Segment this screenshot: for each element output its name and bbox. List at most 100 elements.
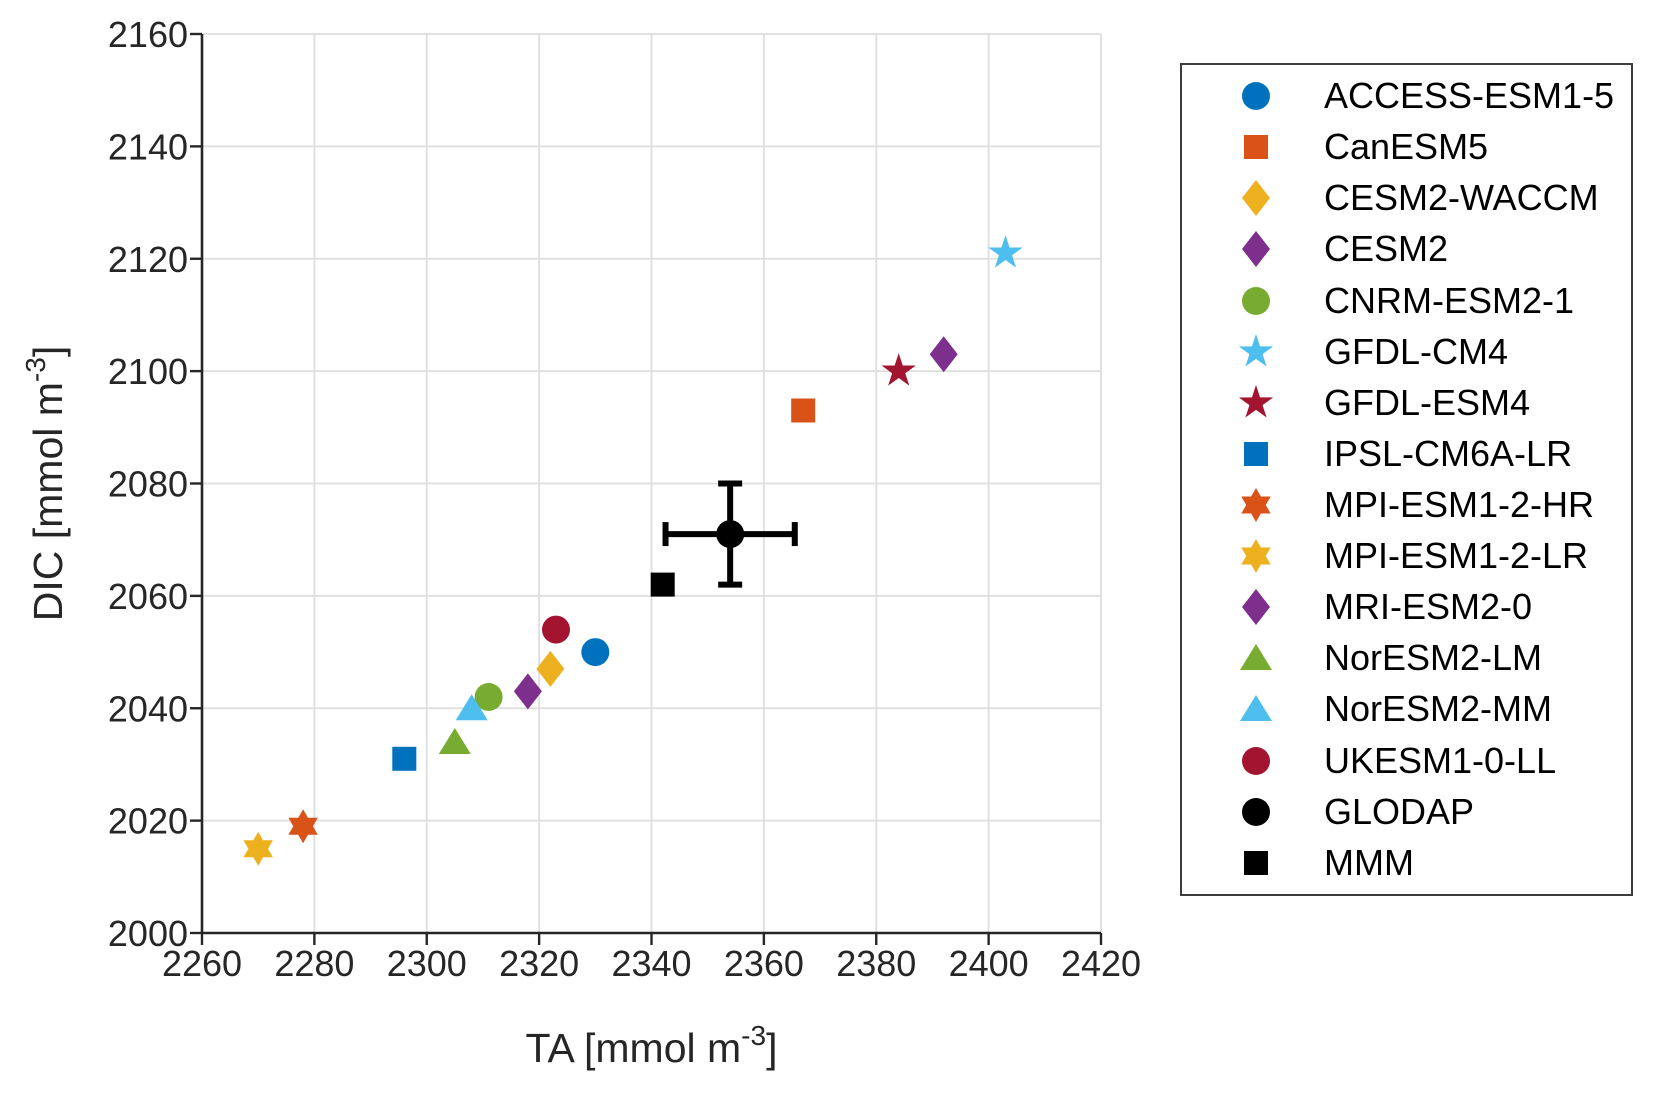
circle-icon-shape xyxy=(1242,286,1270,315)
triangle-icon xyxy=(1240,644,1272,671)
circle-icon xyxy=(1242,286,1270,315)
data-point-mri-esm2-0 xyxy=(513,673,542,710)
x-tick-label: 2280 xyxy=(274,943,354,984)
diamond-icon xyxy=(1242,589,1270,626)
hexagram-marker xyxy=(288,809,318,844)
legend-item-access-esm1-5: ACCESS-ESM1-5 xyxy=(1182,72,1631,120)
circle-marker xyxy=(581,638,610,667)
triangle-icon-shape xyxy=(1240,644,1272,671)
data-point-ukesm1-0-ll xyxy=(542,615,570,644)
square-icon xyxy=(1244,850,1268,875)
hexagram-icon xyxy=(1241,487,1271,522)
circle-icon-shape xyxy=(1242,82,1270,111)
triangle-marker xyxy=(438,728,471,754)
y-tick-label: 2080 xyxy=(108,464,188,505)
y-tick-label: 2040 xyxy=(108,688,188,729)
y-tick-label: 2140 xyxy=(108,126,188,167)
legend-item-label: CNRM-ESM2-1 xyxy=(1324,279,1575,321)
legend-item-gfdl-cm4: GFDL-CM4 xyxy=(1182,328,1631,376)
data-point-noresm2-mm xyxy=(455,694,488,721)
legend-box: ACCESS-ESM1-5 CanESM5 CESM2-WACCM CESM2 CNRM… xyxy=(1180,63,1633,896)
square-marker xyxy=(650,572,675,597)
legend-item-label: MMM xyxy=(1324,841,1414,883)
x-tick-label: 2260 xyxy=(162,943,242,984)
x-tick-label: 2300 xyxy=(387,943,467,984)
diamond-marker xyxy=(929,336,958,373)
diamond-marker xyxy=(536,650,565,687)
triangle-icon xyxy=(1240,695,1272,722)
legend-item-cesm2-waccm: CESM2-WACCM xyxy=(1182,174,1631,222)
star5-icon-shape xyxy=(1238,333,1274,367)
legend-item-noresm2-mm: NorESM2-MM xyxy=(1182,685,1631,733)
legend-item-cnrm-esm2-1: CNRM-ESM2-1 xyxy=(1182,277,1631,325)
diamond-icon xyxy=(1242,231,1270,268)
square-icon-shape xyxy=(1244,441,1268,466)
hexagram-marker xyxy=(243,831,273,866)
y-tick-label: 2160 xyxy=(108,14,188,55)
triangle-icon-shape xyxy=(1240,695,1272,722)
diamond-icon-shape xyxy=(1242,180,1270,217)
y-axis-label: DIC [mmol m-3] xyxy=(20,346,71,621)
legend-item-glodap: GLODAP xyxy=(1182,788,1631,836)
legend-item-label: CanESM5 xyxy=(1324,126,1489,168)
star5-icon xyxy=(1238,333,1274,367)
legend-item-label: MPI-ESM1-2-LR xyxy=(1324,535,1589,577)
data-point-cesm2 xyxy=(929,336,958,373)
circle-marker xyxy=(542,615,570,644)
square-icon-shape xyxy=(1244,850,1268,875)
legend-item-label: NorESM2-MM xyxy=(1324,688,1553,730)
legend-item-mpi-esm1-2-hr: MPI-ESM1-2-HR xyxy=(1182,481,1631,529)
data-point-gfdl-esm4 xyxy=(881,353,916,386)
legend-item-label: ACCESS-ESM1-5 xyxy=(1324,75,1615,117)
circle-icon-shape xyxy=(1242,797,1270,826)
data-point-glodap xyxy=(716,520,745,549)
legend-item-label: MPI-ESM1-2-HR xyxy=(1324,483,1595,525)
square-icon-shape xyxy=(1244,135,1268,160)
legend-item-gfdl-esm4: GFDL-ESM4 xyxy=(1182,379,1631,427)
legend-item-canesm5: CanESM5 xyxy=(1182,123,1631,171)
data-point-canesm5 xyxy=(791,398,816,423)
y-tick-label: 2100 xyxy=(108,351,188,392)
data-point-noresm2-lm xyxy=(438,728,471,754)
hexagram-icon xyxy=(1241,539,1271,574)
y-tick-label: 2000 xyxy=(108,913,188,954)
legend-item-label: GFDL-ESM4 xyxy=(1324,381,1531,423)
data-point-mpi-esm1-2-lr xyxy=(243,831,273,866)
circle-icon xyxy=(1242,82,1270,111)
legend-item-label: UKESM1-0-LL xyxy=(1324,739,1557,781)
triangle-marker xyxy=(455,694,488,721)
legend-item-noresm2-lm: NorESM2-LM xyxy=(1182,634,1631,682)
star5-icon xyxy=(1238,384,1274,418)
data-point-mpi-esm1-2-hr xyxy=(288,809,318,844)
x-tick-label: 2420 xyxy=(1061,943,1141,984)
legend-item-ukesm1-0-ll: UKESM1-0-LL xyxy=(1182,737,1631,785)
data-point-cesm2-waccm xyxy=(536,650,565,687)
legend-item-mpi-esm1-2-lr: MPI-ESM1-2-LR xyxy=(1182,532,1631,580)
legend-item-label: CESM2 xyxy=(1324,228,1449,270)
square-marker xyxy=(392,746,417,771)
legend-item-mmm: MMM xyxy=(1182,839,1631,887)
x-tick-label: 2340 xyxy=(611,943,691,984)
data-point-gfdl-cm4 xyxy=(988,235,1023,268)
x-axis-label: TA [mmol m-3] xyxy=(526,1020,778,1071)
star5-icon-shape xyxy=(1238,384,1274,418)
legend-item-ipsl-cm6a-lr: IPSL-CM6A-LR xyxy=(1182,430,1631,478)
hexagram-icon-shape xyxy=(1241,487,1271,522)
circle-marker xyxy=(716,520,745,549)
diamond-icon-shape xyxy=(1242,231,1270,268)
x-tick-label: 2400 xyxy=(949,943,1029,984)
star5-marker xyxy=(988,235,1023,268)
data-point-access-esm1-5 xyxy=(581,638,610,667)
square-icon xyxy=(1244,441,1268,466)
circle-icon xyxy=(1242,746,1270,775)
y-tick-label: 2060 xyxy=(108,576,188,617)
data-point-ipsl-cm6a-lr xyxy=(392,746,417,771)
square-marker xyxy=(791,398,816,423)
legend-item-label: GFDL-CM4 xyxy=(1324,330,1509,372)
y-tick-label: 2020 xyxy=(108,801,188,842)
diamond-icon xyxy=(1242,180,1270,217)
data-point-mmm xyxy=(650,572,675,597)
data-point-cnrm-esm2-1 xyxy=(474,683,503,711)
